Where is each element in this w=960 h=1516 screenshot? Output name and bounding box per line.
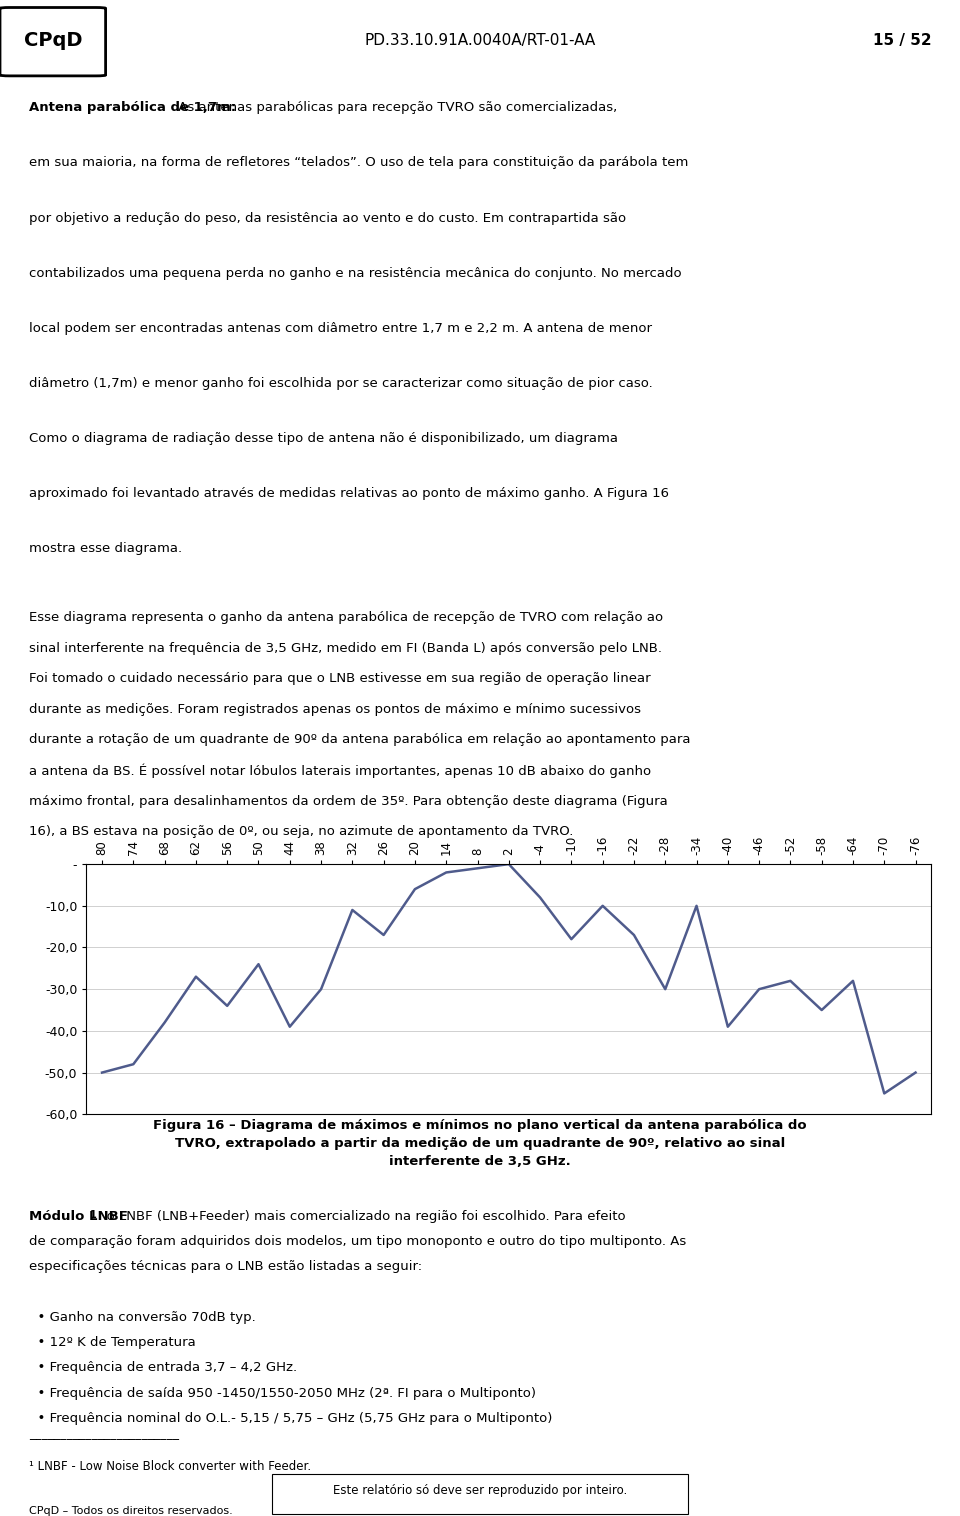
FancyBboxPatch shape [0,8,106,76]
Text: aproximado foi levantado através de medidas relativas ao ponto de máximo ganho. : aproximado foi levantado através de medi… [29,487,669,500]
Text: ________________________: ________________________ [29,1427,179,1440]
Text: 16), a BS estava na posição de 0º, ou seja, no azimute de apontamento da TVRO.: 16), a BS estava na posição de 0º, ou se… [29,825,573,838]
Text: • Frequência nominal do O.L.- 5,15 / 5,75 – GHz (5,75 GHz para o Multiponto): • Frequência nominal do O.L.- 5,15 / 5,7… [29,1411,552,1425]
Text: Figura 16 – Diagrama de máximos e mínimos no plano vertical da antena parabólica: Figura 16 – Diagrama de máximos e mínimo… [154,1119,806,1169]
Text: durante as medições. Foram registrados apenas os pontos de máximo e mínimo suces: durante as medições. Foram registrados a… [29,703,641,716]
Text: Módulo LNBF: Módulo LNBF [29,1210,128,1222]
Text: 1: 1 [90,1210,97,1219]
Text: Esse diagrama representa o ganho da antena parabólica de recepção de TVRO com re: Esse diagrama representa o ganho da ante… [29,611,663,625]
Text: • Frequência de entrada 3,7 – 4,2 GHz.: • Frequência de entrada 3,7 – 4,2 GHz. [29,1361,297,1375]
FancyBboxPatch shape [273,1474,687,1513]
Text: • Ganho na conversão 70dB typ.: • Ganho na conversão 70dB typ. [29,1311,255,1323]
Text: Este relatório só deve ser reproduzido por inteiro.: Este relatório só deve ser reproduzido p… [333,1484,627,1498]
Text: • Frequência de saída 950 -1450/1550-2050 MHz (2ª. FI para o Multiponto): • Frequência de saída 950 -1450/1550-205… [29,1387,536,1399]
Text: a antena da BS. É possível notar lóbulos laterais importantes, apenas 10 dB abai: a antena da BS. É possível notar lóbulos… [29,764,651,779]
Text: PD.33.10.91A.0040A/RT-01-AA: PD.33.10.91A.0040A/RT-01-AA [365,32,595,47]
Text: ¹ LNBF - Low Noise Block converter with Feeder.: ¹ LNBF - Low Noise Block converter with … [29,1460,311,1474]
Text: local podem ser encontradas antenas com diâmetro entre 1,7 m e 2,2 m. A antena d: local podem ser encontradas antenas com … [29,321,652,335]
Text: mostra esse diagrama.: mostra esse diagrama. [29,543,182,555]
Text: Como o diagrama de radiação desse tipo de antena não é disponibilizado, um diagr: Como o diagrama de radiação desse tipo d… [29,432,618,446]
Text: em sua maioria, na forma de refletores “telados”. O uso de tela para constituiçã: em sua maioria, na forma de refletores “… [29,156,688,170]
Text: especificações técnicas para o LNB estão listadas a seguir:: especificações técnicas para o LNB estão… [29,1260,422,1273]
Text: contabilizados uma pequena perda no ganho e na resistência mecânica do conjunto.: contabilizados uma pequena perda no ganh… [29,267,682,280]
Text: CPqD: CPqD [24,30,82,50]
Text: de comparação foram adquiridos dois modelos, um tipo monoponto e outro do tipo m: de comparação foram adquiridos dois mode… [29,1236,686,1248]
Text: As antenas parabólicas para recepção TVRO são comercializadas,: As antenas parabólicas para recepção TVR… [175,102,617,114]
Text: Foi tomado o cuidado necessário para que o LNB estivesse em sua região de operaç: Foi tomado o cuidado necessário para que… [29,673,651,685]
Text: diâmetro (1,7m) e menor ganho foi escolhida por se caracterizar como situação de: diâmetro (1,7m) e menor ganho foi escolh… [29,377,653,390]
Text: Antena parabólica de 1,7m:: Antena parabólica de 1,7m: [29,102,236,114]
Text: durante a rotação de um quadrante de 90º da antena parabólica em relação ao apon: durante a rotação de um quadrante de 90º… [29,734,690,746]
Text: • 12º K de Temperatura: • 12º K de Temperatura [29,1336,196,1349]
Text: sinal interferente na frequência de 3,5 GHz, medido em FI (Banda L) após convers: sinal interferente na frequência de 3,5 … [29,641,661,655]
Text: por objetivo a redução do peso, da resistência ao vento e do custo. Em contrapar: por objetivo a redução do peso, da resis… [29,212,626,224]
Text: 15 / 52: 15 / 52 [873,32,931,47]
Text: : o LNBF (LNB+Feeder) mais comercializado na região foi escolhido. Para efeito: : o LNBF (LNB+Feeder) mais comercializad… [99,1210,626,1222]
Text: máximo frontal, para desalinhamentos da ordem de 35º. Para obtenção deste diagra: máximo frontal, para desalinhamentos da … [29,794,667,808]
Text: CPqD – Todos os direitos reservados.: CPqD – Todos os direitos reservados. [29,1505,232,1516]
